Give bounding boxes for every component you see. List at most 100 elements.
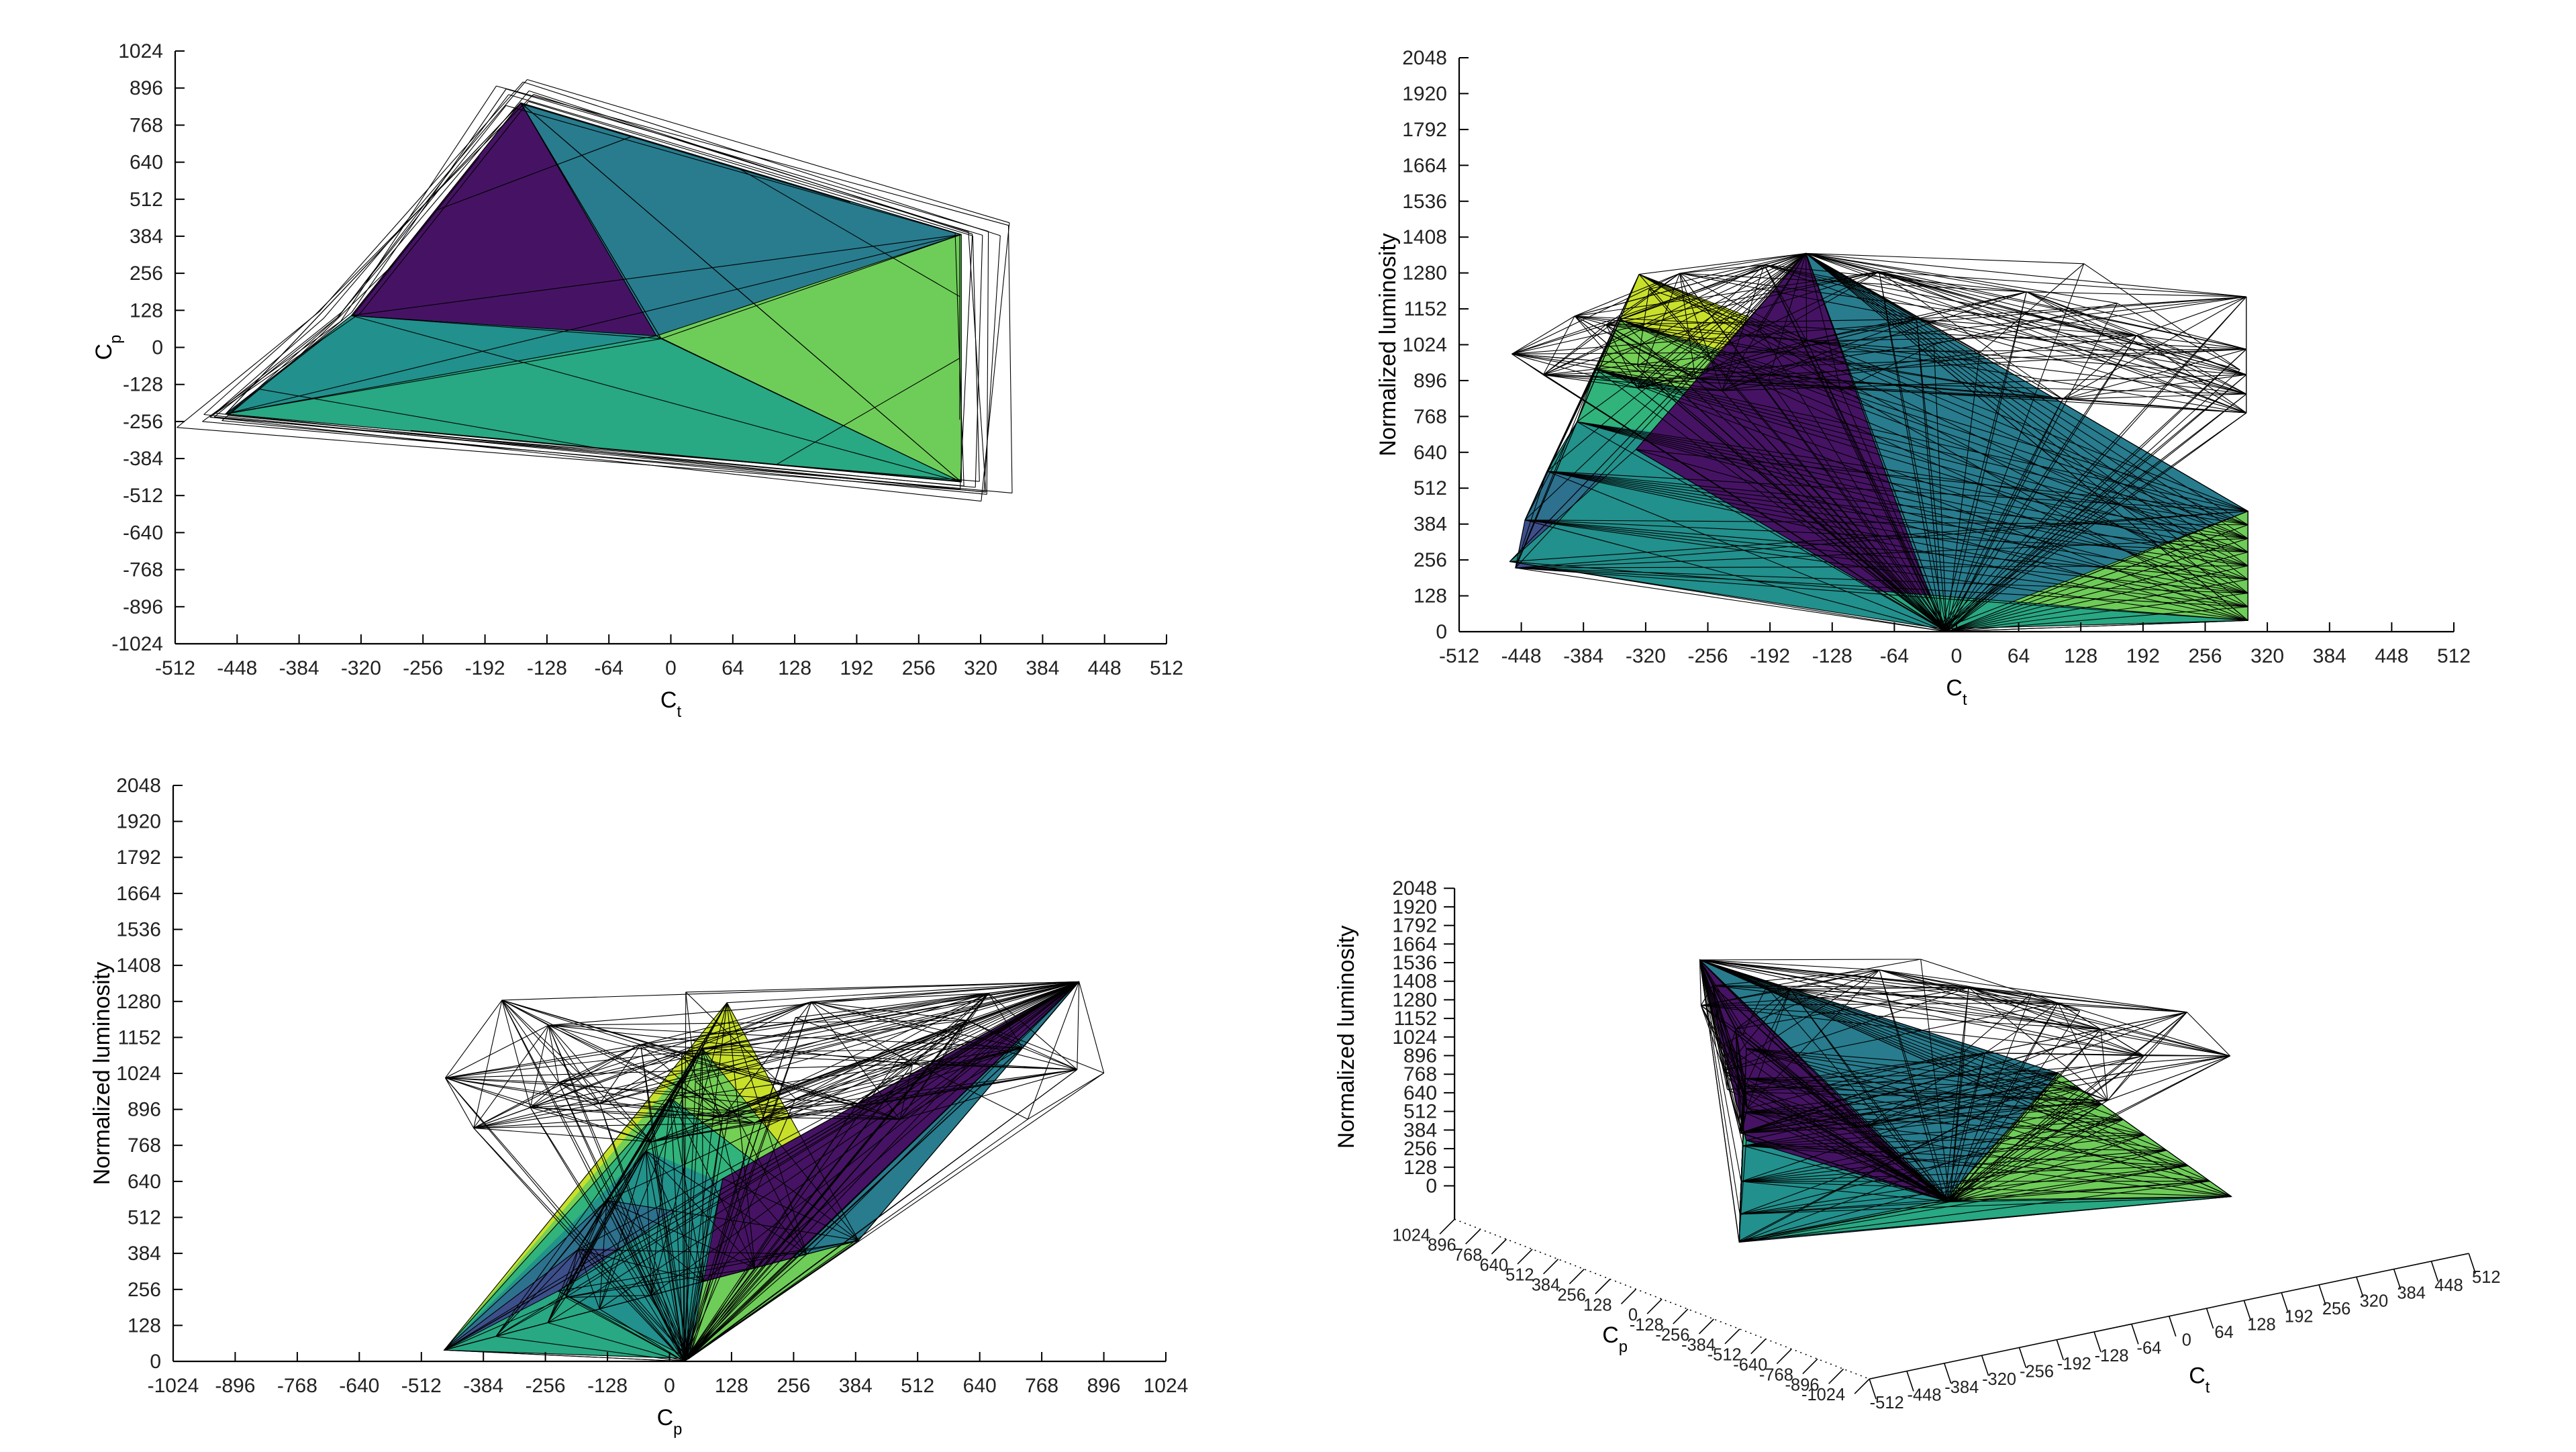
svg-text:128: 128 [2064, 645, 2097, 667]
svg-text:128: 128 [2247, 1315, 2276, 1334]
svg-text:-448: -448 [1907, 1386, 1941, 1405]
svg-text:2048: 2048 [1392, 877, 1437, 900]
svg-text:256: 256 [130, 262, 163, 285]
svg-text:0: 0 [1436, 621, 1447, 643]
svg-text:384: 384 [130, 226, 163, 248]
svg-text:768: 768 [128, 1134, 161, 1157]
svg-text:384: 384 [128, 1243, 161, 1265]
svg-text:0: 0 [152, 337, 163, 359]
svg-text:128: 128 [1583, 1296, 1612, 1314]
svg-text:1280: 1280 [116, 991, 161, 1013]
svg-text:-192: -192 [465, 657, 505, 679]
svg-text:448: 448 [2434, 1276, 2463, 1295]
svg-text:-448: -448 [217, 657, 257, 679]
svg-text:768: 768 [1414, 405, 1447, 428]
svg-text:-320: -320 [1626, 645, 1666, 667]
svg-text:Normalized luminosity: Normalized luminosity [89, 962, 115, 1185]
svg-text:192: 192 [840, 657, 873, 679]
svg-text:128: 128 [130, 299, 163, 322]
svg-text:384: 384 [839, 1375, 873, 1397]
svg-text:0: 0 [1951, 645, 1963, 667]
svg-text:1536: 1536 [1402, 191, 1447, 213]
svg-text:-64: -64 [1880, 645, 1909, 667]
svg-text:640: 640 [130, 152, 163, 174]
svg-text:128: 128 [778, 657, 811, 679]
svg-text:1024: 1024 [1402, 334, 1447, 356]
svg-text:-384: -384 [1563, 645, 1603, 667]
svg-text:-384: -384 [123, 448, 163, 470]
svg-text:2048: 2048 [1402, 47, 1447, 69]
svg-text:1280: 1280 [1402, 262, 1447, 285]
svg-text:-512: -512 [1439, 645, 1479, 667]
svg-text:64: 64 [722, 657, 744, 679]
svg-text:1920: 1920 [116, 811, 161, 833]
svg-text:-64: -64 [2136, 1339, 2161, 1357]
svg-text:256: 256 [902, 657, 936, 679]
svg-text:896: 896 [1428, 1236, 1456, 1255]
svg-text:512: 512 [128, 1207, 161, 1229]
svg-text:448: 448 [2375, 645, 2408, 667]
svg-text:-192: -192 [2057, 1355, 2091, 1373]
svg-text:192: 192 [2285, 1308, 2314, 1326]
svg-text:0: 0 [1628, 1306, 1638, 1324]
svg-text:1024: 1024 [116, 1063, 161, 1085]
svg-text:1792: 1792 [116, 846, 161, 869]
svg-text:0: 0 [665, 657, 677, 679]
svg-text:Normalized luminosity: Normalized luminosity [1334, 926, 1359, 1149]
svg-text:-512: -512 [155, 657, 195, 679]
svg-text:512: 512 [2437, 645, 2471, 667]
svg-text:384: 384 [1532, 1276, 1561, 1295]
svg-text:64: 64 [2214, 1323, 2233, 1342]
svg-text:1024: 1024 [1392, 1226, 1430, 1245]
svg-text:-192: -192 [1750, 645, 1790, 667]
svg-text:256: 256 [128, 1279, 161, 1301]
svg-text:-256: -256 [403, 657, 443, 679]
svg-text:-128: -128 [527, 657, 567, 679]
svg-text:-896: -896 [215, 1375, 255, 1397]
svg-text:1024: 1024 [118, 40, 163, 62]
svg-text:512: 512 [901, 1375, 934, 1397]
svg-text:256: 256 [777, 1375, 810, 1397]
svg-text:-768: -768 [277, 1375, 317, 1397]
svg-text:320: 320 [2360, 1292, 2389, 1310]
svg-text:-640: -640 [123, 522, 163, 544]
svg-text:-256: -256 [2020, 1362, 2054, 1381]
svg-text:1408: 1408 [116, 955, 161, 977]
svg-text:-1024: -1024 [111, 633, 163, 655]
svg-text:320: 320 [964, 657, 997, 679]
svg-text:512: 512 [2472, 1268, 2501, 1287]
svg-text:1664: 1664 [116, 883, 161, 905]
svg-text:320: 320 [2250, 645, 2284, 667]
svg-text:-320: -320 [1982, 1370, 2016, 1389]
svg-text:128: 128 [1414, 585, 1447, 608]
svg-text:896: 896 [128, 1099, 161, 1121]
svg-text:640: 640 [963, 1375, 997, 1397]
svg-text:256: 256 [2188, 645, 2222, 667]
svg-text:1792: 1792 [1402, 119, 1447, 141]
svg-text:512: 512 [1150, 657, 1183, 679]
svg-text:-128: -128 [2095, 1347, 2129, 1365]
svg-text:128: 128 [128, 1314, 161, 1337]
svg-text:-768: -768 [123, 559, 163, 581]
svg-text:-1024: -1024 [148, 1375, 199, 1397]
svg-text:640: 640 [1414, 442, 1447, 464]
svg-text:1536: 1536 [116, 919, 161, 941]
svg-text:512: 512 [130, 189, 163, 211]
svg-text:-512: -512 [1870, 1394, 1904, 1412]
svg-text:384: 384 [1414, 514, 1447, 536]
svg-text:0: 0 [664, 1375, 675, 1397]
svg-text:Normalized luminosity: Normalized luminosity [1375, 233, 1401, 456]
svg-text:384: 384 [2313, 645, 2346, 667]
svg-text:1152: 1152 [117, 1026, 161, 1049]
svg-text:384: 384 [1026, 657, 1059, 679]
svg-text:256: 256 [1557, 1286, 1586, 1305]
svg-text:448: 448 [1088, 657, 1122, 679]
svg-text:-128: -128 [123, 374, 163, 396]
svg-text:-320: -320 [341, 657, 381, 679]
svg-text:256: 256 [1414, 549, 1447, 571]
svg-text:768: 768 [130, 114, 163, 136]
svg-text:0: 0 [2182, 1331, 2191, 1350]
svg-text:512: 512 [1414, 477, 1447, 499]
svg-text:-256: -256 [1687, 645, 1728, 667]
svg-text:0: 0 [150, 1351, 161, 1373]
